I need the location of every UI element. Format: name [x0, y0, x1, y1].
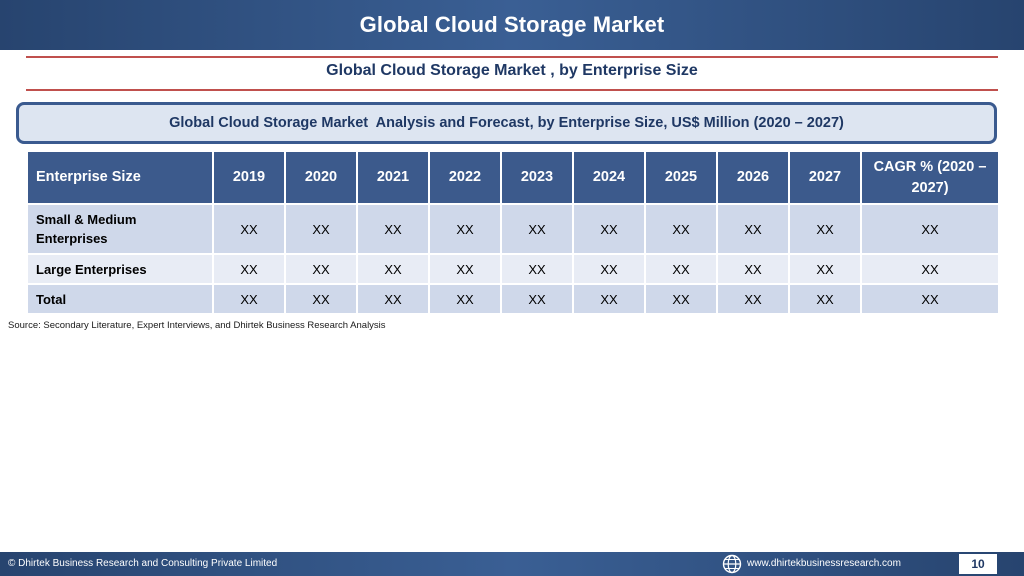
- copyright-text: © Dhirtek Business Research and Consulti…: [8, 558, 278, 569]
- source-note: Source: Secondary Literature, Expert Int…: [8, 320, 386, 331]
- table-cell: XX: [356, 203, 430, 255]
- divider-bottom: [26, 89, 998, 91]
- column-header-2025: 2025: [644, 150, 718, 205]
- table-cell: XX: [428, 283, 502, 315]
- table-cell: XX: [644, 203, 718, 255]
- column-header-2020: 2020: [284, 150, 358, 205]
- column-header-enterprise-size: Enterprise Size: [26, 150, 214, 205]
- divider-top: [26, 56, 998, 58]
- table-cell: XX: [428, 253, 502, 285]
- table-cell: XX: [212, 283, 286, 315]
- table-cell: XX: [500, 253, 574, 285]
- column-header-2021: 2021: [356, 150, 430, 205]
- column-header-2023: 2023: [500, 150, 574, 205]
- table-cell: XX: [788, 283, 862, 315]
- column-header-2019: 2019: [212, 150, 286, 205]
- table-cell: XX: [212, 253, 286, 285]
- table-cell: XX: [572, 283, 646, 315]
- section-subtitle: Global Cloud Storage Market , by Enterpr…: [326, 62, 698, 79]
- column-header-2026: 2026: [716, 150, 790, 205]
- table-header-row: Enterprise Size 2019 2020 2021 2022 2023…: [26, 150, 1000, 205]
- globe-icon: [722, 554, 742, 574]
- footer-bar: © Dhirtek Business Research and Consulti…: [0, 552, 1024, 576]
- row-label: Total: [26, 283, 214, 315]
- table-cell: XX: [212, 203, 286, 255]
- page-number: 10: [959, 554, 997, 574]
- table-cell: XX: [572, 203, 646, 255]
- table-cell: XX: [356, 253, 430, 285]
- analysis-title-box: Global Cloud Storage Market Analysis and…: [16, 102, 997, 144]
- table-row: Total XX XX XX XX XX XX XX XX XX XX: [26, 283, 1000, 315]
- table-cell: XX: [860, 253, 1000, 285]
- table-cell: XX: [500, 203, 574, 255]
- table-cell: XX: [860, 203, 1000, 255]
- page-title: Global Cloud Storage Market: [359, 12, 665, 37]
- column-header-2022: 2022: [428, 150, 502, 205]
- table-row: Large Enterprises XX XX XX XX XX XX XX X…: [26, 253, 1000, 285]
- table-cell: XX: [644, 283, 718, 315]
- table-cell: XX: [284, 203, 358, 255]
- table-cell: XX: [644, 253, 718, 285]
- enterprise-size-table: Enterprise Size 2019 2020 2021 2022 2023…: [26, 150, 1000, 315]
- table-cell: XX: [428, 203, 502, 255]
- table-cell: XX: [788, 203, 862, 255]
- website-link[interactable]: www.dhirtekbusinessresearch.com: [747, 558, 901, 569]
- table-cell: XX: [284, 253, 358, 285]
- table-cell: XX: [500, 283, 574, 315]
- table-row: Small & Medium Enterprises XX XX XX XX X…: [26, 203, 1000, 255]
- table-cell: XX: [284, 283, 358, 315]
- table-cell: XX: [716, 283, 790, 315]
- row-label: Large Enterprises: [26, 253, 214, 285]
- column-header-2024: 2024: [572, 150, 646, 205]
- table-cell: XX: [716, 253, 790, 285]
- table-cell: XX: [860, 283, 1000, 315]
- top-banner: Global Cloud Storage Market: [0, 0, 1024, 50]
- column-header-cagr: CAGR % (2020 – 2027): [860, 150, 1000, 205]
- row-label: Small & Medium Enterprises: [26, 203, 214, 255]
- column-header-2027: 2027: [788, 150, 862, 205]
- table-cell: XX: [716, 203, 790, 255]
- table-cell: XX: [572, 253, 646, 285]
- table-cell: XX: [788, 253, 862, 285]
- table-cell: XX: [356, 283, 430, 315]
